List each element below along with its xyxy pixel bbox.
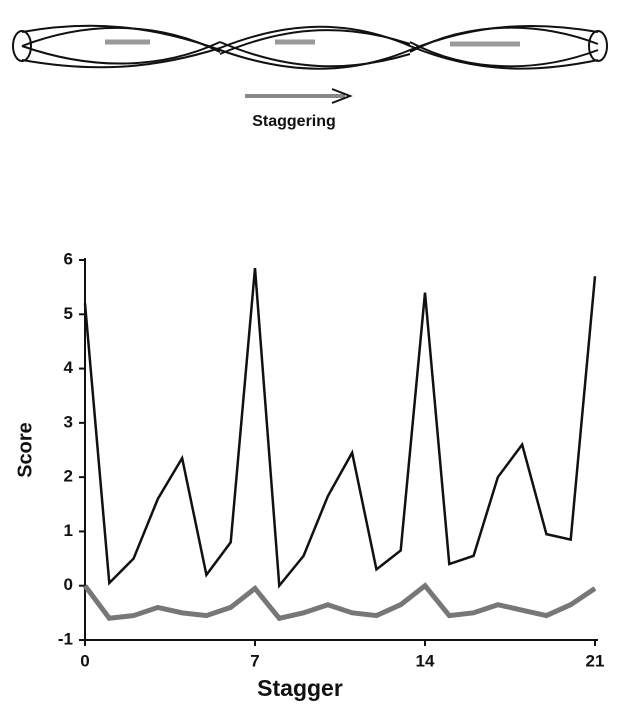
arrow-head [331,88,353,104]
x-axis-label: Stagger [257,675,343,701]
y-tick-label: 5 [64,304,73,323]
y-tick-label: 6 [64,249,73,268]
data-line [82,582,597,622]
strand-end [12,30,32,62]
y-axis-label: Score [14,422,36,478]
data-line [83,268,597,589]
strand [21,25,599,70]
strand-end [588,30,608,62]
y-tick-label: 0 [64,575,73,594]
y-tick-label: 4 [64,358,74,377]
y-tick-label: -1 [58,629,73,648]
y-tick-label: 3 [64,412,73,431]
strand [21,26,599,68]
x-tick-label: 14 [416,651,435,670]
x-tick-label: 0 [80,651,89,670]
x-tick-label: 21 [586,651,605,670]
strand [21,26,599,65]
diagram-label: Staggering [252,113,336,130]
coiled-coil-diagram [12,24,608,104]
x-tick-label: 7 [250,651,259,670]
y-tick-label: 2 [64,467,73,486]
y-tick-label: 1 [64,521,73,540]
